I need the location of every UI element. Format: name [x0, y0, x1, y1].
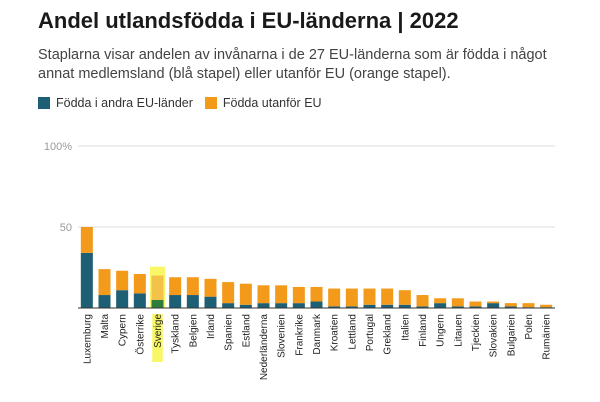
- bar-non-eu-rumänien: [540, 304, 553, 308]
- bar-non-eu-polen: [522, 303, 535, 308]
- bar-non-eu-slovenien: [275, 285, 288, 304]
- x-tick-label-spanien: Spanien: [224, 314, 235, 351]
- x-tick-label-litauen: Litauen: [453, 314, 464, 347]
- bar-eu-finland: [416, 306, 429, 308]
- bar-eu-cypern: [116, 290, 129, 308]
- x-tick-label-grekland: Grekland: [383, 314, 394, 355]
- bar-non-eu-tjeckien: [469, 301, 482, 307]
- bar-non-eu-litauen: [451, 298, 464, 307]
- bar-non-eu-bulgarien: [504, 303, 517, 307]
- bar-eu-kroatien: [328, 306, 341, 308]
- x-tick-label-cypern: Cypern: [118, 314, 129, 346]
- bar-non-eu-frankrike: [292, 286, 305, 304]
- bar-non-eu-italien: [398, 290, 411, 305]
- y-tick-label-50: 50: [60, 222, 72, 234]
- legend-swatch-eu: [38, 97, 50, 109]
- bar-non-eu-danmark: [310, 286, 323, 302]
- bar-eu-litauen: [451, 306, 464, 308]
- bar-non-eu-finland: [416, 295, 429, 307]
- legend-label-non-eu: Födda utanför EU: [222, 96, 322, 110]
- bar-non-eu-luxemburg: [80, 227, 93, 253]
- x-tick-label-frankrike: Frankrike: [294, 314, 305, 356]
- legend-swatch-non-eu: [204, 97, 217, 109]
- legend: Födda i andra EU-länder Födda utanför EU: [38, 96, 334, 110]
- legend-item-eu: Födda i andra EU-länder: [38, 96, 193, 110]
- x-tick-label-lettland: Lettland: [347, 314, 358, 350]
- x-tick-label-portugal: Portugal: [365, 314, 376, 351]
- bar-non-eu-estland: [239, 283, 252, 305]
- x-tick-label-estland: Estland: [241, 314, 252, 347]
- bar-eu-slovakien: [487, 303, 500, 308]
- chart-subtitle: Staplarna visar andelen av invånarna i d…: [38, 47, 547, 82]
- bar-eu-tyskland: [169, 295, 182, 308]
- x-tick-label-nederländerna: Nederländerna: [259, 314, 270, 381]
- x-tick-label-slovenien: Slovenien: [277, 314, 288, 358]
- bar-eu-bulgarien: [504, 306, 517, 308]
- bar-non-eu-slovakien: [487, 301, 500, 304]
- bar-eu-sverige: [151, 299, 164, 308]
- legend-item-non-eu: Födda utanför EU: [204, 96, 322, 110]
- bar-eu-italien: [398, 304, 411, 308]
- bar-non-eu-nederländerna: [257, 285, 270, 304]
- bar-eu-estland: [239, 304, 252, 308]
- bar-eu-irland: [204, 296, 217, 308]
- bar-non-eu-portugal: [363, 288, 376, 305]
- bar-eu-slovenien: [275, 303, 288, 308]
- bar-non-eu-irland: [204, 278, 217, 297]
- bar-non-eu-tyskland: [169, 277, 182, 296]
- bar-eu-luxemburg: [80, 252, 93, 308]
- chart-title: Andel utlandsfödda i EU-länderna | 2022: [38, 8, 459, 33]
- x-tick-label-bulgarien: Bulgarien: [506, 314, 517, 356]
- bar-non-eu-sverige: [151, 275, 164, 300]
- x-tick-label-belgien: Belgien: [188, 314, 199, 347]
- bar-eu-spanien: [222, 303, 235, 308]
- bar-non-eu-kroatien: [328, 288, 341, 307]
- x-tick-label-italien: Italien: [400, 314, 411, 341]
- x-tick-label-österrike: Österrike: [134, 314, 146, 355]
- bar-eu-portugal: [363, 304, 376, 308]
- bar-non-eu-malta: [98, 269, 111, 296]
- x-tick-label-sverige: Sverige: [153, 314, 164, 348]
- bar-non-eu-lettland: [345, 288, 358, 307]
- bar-eu-frankrike: [292, 303, 305, 308]
- bar-eu-malta: [98, 295, 111, 308]
- bar-eu-belgien: [186, 295, 199, 308]
- bar-eu-tjeckien: [469, 306, 482, 308]
- x-tick-label-polen: Polen: [524, 314, 535, 340]
- bar-non-eu-grekland: [381, 288, 394, 305]
- bar-non-eu-belgien: [186, 277, 199, 296]
- bar-eu-grekland: [381, 304, 394, 308]
- bar-eu-nederländerna: [257, 303, 270, 308]
- highlight-label-bg: [152, 314, 163, 362]
- x-tick-label-luxemburg: Luxemburg: [82, 314, 93, 364]
- x-tick-label-finland: Finland: [418, 314, 429, 347]
- bar-non-eu-österrike: [133, 273, 146, 294]
- x-tick-label-slovakien: Slovakien: [489, 314, 500, 357]
- x-tick-label-danmark: Danmark: [312, 313, 323, 355]
- legend-label-eu: Födda i andra EU-länder: [56, 96, 193, 110]
- x-tick-label-kroatien: Kroatien: [330, 314, 341, 351]
- bar-non-eu-spanien: [222, 282, 235, 304]
- x-tick-label-irland: Irland: [206, 314, 217, 339]
- bar-eu-österrike: [133, 293, 146, 308]
- x-tick-label-ungern: Ungern: [436, 314, 447, 347]
- y-tick-label-100: 100%: [44, 141, 72, 153]
- bar-eu-lettland: [345, 306, 358, 308]
- bar-non-eu-ungern: [434, 298, 447, 304]
- bar-eu-danmark: [310, 301, 323, 308]
- bar-eu-ungern: [434, 303, 447, 308]
- x-tick-label-tyskland: Tyskland: [171, 314, 182, 353]
- x-tick-label-rumänien: Rumänien: [542, 314, 553, 360]
- bar-non-eu-cypern: [116, 270, 129, 291]
- x-tick-label-malta: Malta: [100, 314, 111, 339]
- x-tick-label-tjeckien: Tjeckien: [471, 314, 482, 351]
